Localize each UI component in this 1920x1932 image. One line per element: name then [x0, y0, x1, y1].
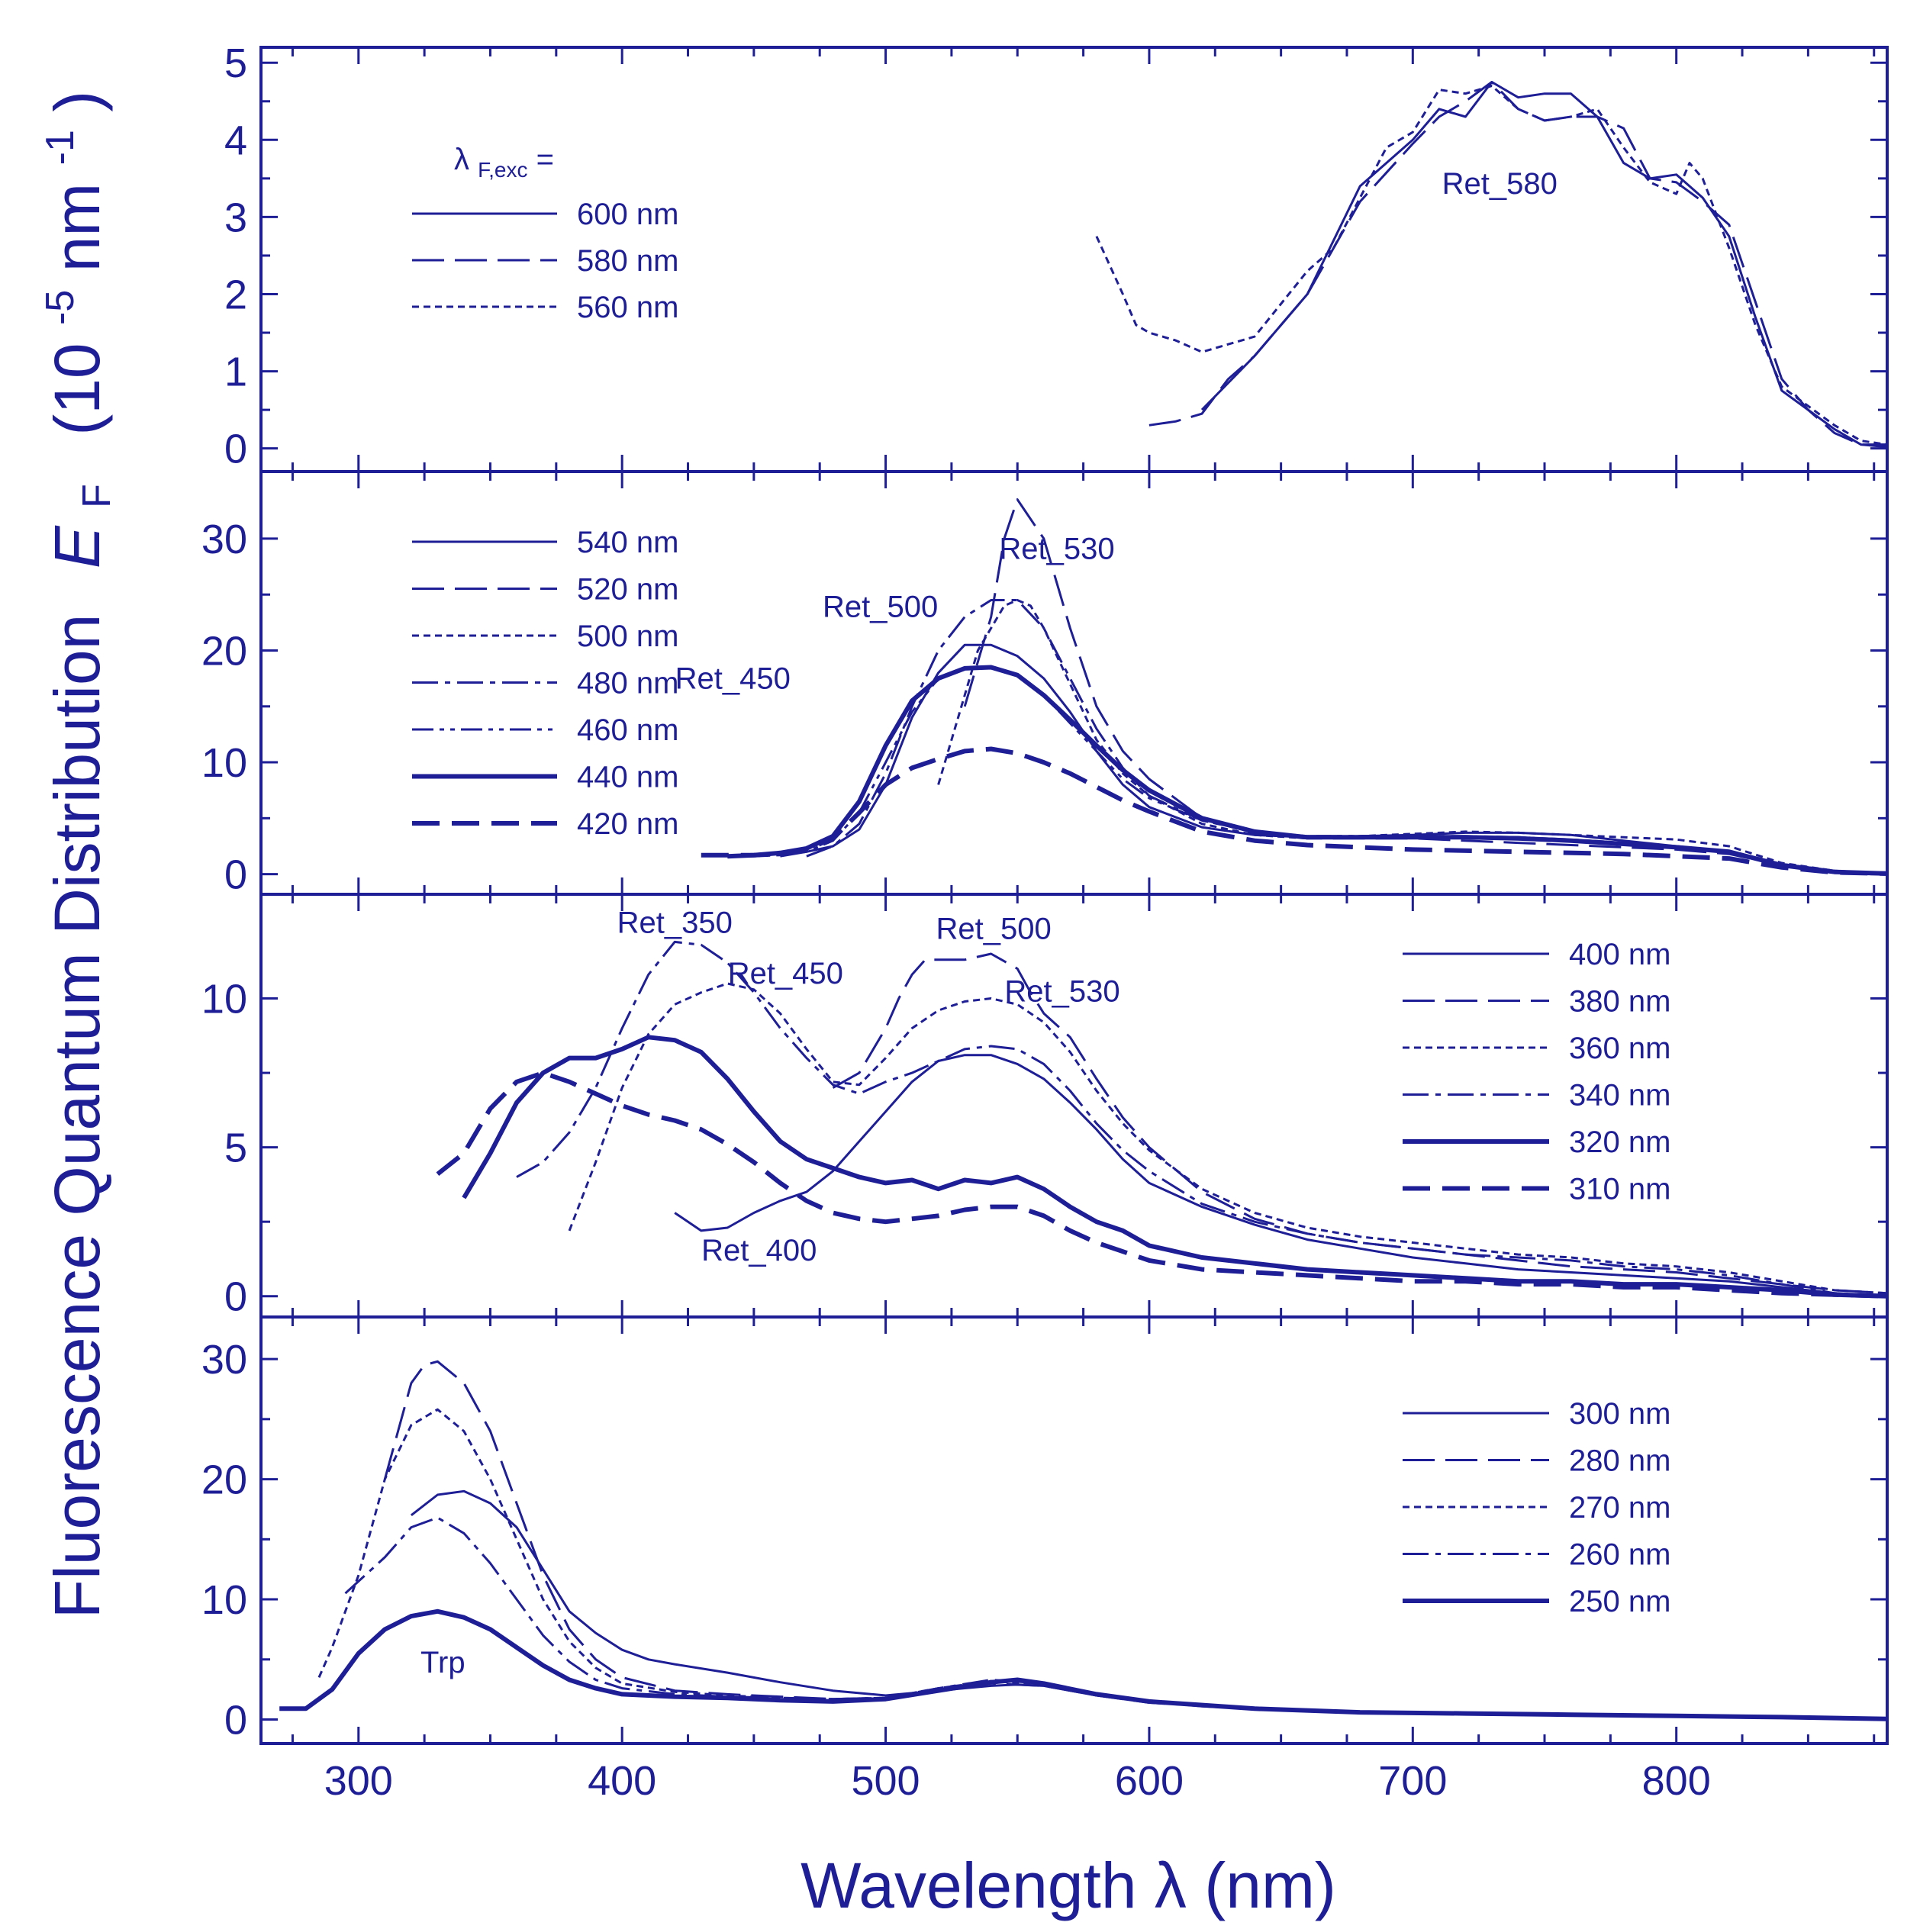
panel-4-frame: [259, 1315, 1889, 1745]
annotation-label: Ret_450: [675, 662, 791, 695]
x-tick-label: 600: [1115, 1758, 1184, 1804]
y-tick-label: 1: [224, 349, 247, 395]
series-line-560-nm: [1095, 85, 1887, 446]
legend-label: 310 nm: [1569, 1173, 1670, 1206]
y-tick-label: 0: [224, 852, 247, 898]
x-axis-title: Wavelength λ (nm): [801, 1850, 1336, 1921]
series-line-310-nm: [436, 1071, 1887, 1299]
annotation-label: Ret_350: [617, 906, 733, 940]
y-tick-label: 0: [224, 1698, 247, 1744]
series-line-420-nm: [701, 746, 1887, 876]
panel-1: 0 1 2 3 4 5 Ret_580 600 nm 580 nm 560 nm: [224, 40, 1889, 473]
x-tick-label: 400: [588, 1758, 656, 1804]
y-tick-label: 0: [224, 1274, 247, 1320]
y-tick-label: 3: [224, 195, 247, 240]
legend-label: 460 nm: [577, 713, 678, 747]
y-tick-label: 10: [201, 977, 247, 1022]
y-tick-label: 20: [201, 628, 247, 674]
y-axis-units-exp2: -1: [38, 130, 82, 165]
y-tick-label: 5: [224, 1125, 247, 1171]
annotation-label: Ret_450: [728, 957, 843, 990]
series-line-480-nm: [806, 599, 1887, 875]
y-tick-label: 4: [224, 118, 247, 163]
panels-layer: 0 1 2 3 4 5 Ret_580 600 nm 580 nm 560 nm 0 10 20 30 Re…: [201, 40, 1889, 1745]
legend-label: 540 nm: [577, 526, 678, 559]
y-axis-title-text: Fluorescence Quantum Distribution: [41, 614, 113, 1619]
series-line-260-nm: [344, 1516, 1887, 1721]
legend-label: 580 nm: [577, 244, 678, 278]
series-line-320-nm: [462, 1035, 1887, 1299]
y-axis-units-prefix: (10: [41, 343, 113, 435]
series-line-600-nm: [1200, 81, 1887, 449]
y-tick-label: 30: [201, 1337, 247, 1383]
series-line-580-nm: [1148, 81, 1887, 446]
legend-label: 480 nm: [577, 667, 678, 700]
y-tick-label: 0: [224, 427, 247, 472]
legend-header: λ F,exc =: [454, 143, 554, 184]
legend-label: 340 nm: [1569, 1079, 1670, 1113]
x-tick-label: 500: [851, 1758, 920, 1804]
legend-label: 360 nm: [1569, 1032, 1670, 1065]
legend-header-suffix: =: [536, 143, 554, 176]
legend-label: 500 nm: [577, 620, 678, 653]
series-line-250-nm: [279, 1608, 1887, 1721]
y-axis-title-subscript: F: [75, 484, 119, 508]
y-axis-title: Fluorescence Quantum Distribution E F (1…: [15, 91, 124, 1618]
legend-label: 260 nm: [1569, 1538, 1670, 1572]
legend-header-lambda: λ: [454, 143, 469, 176]
legend-label: 420 nm: [577, 807, 678, 841]
y-tick-label: 10: [201, 1577, 247, 1623]
y-tick-label: 10: [201, 740, 247, 786]
legend-label: 600 nm: [577, 198, 678, 231]
legend-label: 300 nm: [1569, 1397, 1670, 1431]
y-axis-title-symbol: E: [41, 525, 113, 568]
series-line-460-nm: [727, 666, 1887, 875]
series-line-500-nm: [937, 599, 1887, 875]
legend-label: 380 nm: [1569, 985, 1670, 1019]
annotation-label: Ret_400: [701, 1234, 817, 1267]
y-tick-label: 20: [201, 1457, 247, 1503]
y-tick-label: 2: [224, 272, 247, 317]
annotation-label: Trp: [420, 1646, 466, 1679]
legend-label: 400 nm: [1569, 938, 1670, 971]
legend-label: 280 nm: [1569, 1444, 1670, 1478]
panel-3: 0 5 10 Ret_350 Ret_450 Ret_500 Ret_530 Ret_400 4…: [201, 893, 1889, 1320]
y-axis-units-suffix: ): [41, 91, 113, 112]
panel-2: 0 10 20 30 Ret_530 Ret_500 Ret_450 540 nm 520 nm…: [201, 470, 1889, 898]
annotation-label: Ret_530: [1004, 974, 1119, 1008]
y-axis-units-mid: nm: [41, 183, 113, 272]
legend-label: 520 nm: [577, 573, 678, 607]
legend-label: 440 nm: [577, 761, 678, 794]
annotation-label: Ret_530: [999, 532, 1114, 565]
series-line-380-nm: [832, 952, 1887, 1295]
series-line-440-nm: [727, 665, 1887, 876]
series-line-400-nm: [674, 1054, 1887, 1298]
y-tick-label: 30: [201, 517, 247, 562]
x-axis: 300 400 500 600 700 800: [324, 1758, 1711, 1804]
y-axis-units-exp1: -5: [38, 290, 82, 325]
legend-header-sub: F,exc: [478, 158, 527, 182]
x-tick-label: 800: [1642, 1758, 1711, 1804]
legend-label: 560 nm: [577, 291, 678, 324]
x-tick-label: 300: [324, 1758, 393, 1804]
legend-label: 320 nm: [1569, 1125, 1670, 1159]
x-tick-label: 700: [1378, 1758, 1447, 1804]
legend-label: 270 nm: [1569, 1491, 1670, 1525]
annotation-label: Ret_500: [936, 913, 1052, 946]
panel-4: 0 10 20 30 Trp 300 nm 280 nm 270 nm 260 nm 250 nm: [201, 1315, 1889, 1745]
legend-label: 250 nm: [1569, 1585, 1670, 1618]
annotation-label: Ret_500: [823, 591, 938, 624]
annotation-label: Ret_580: [1442, 167, 1558, 201]
y-tick-label: 5: [224, 40, 247, 86]
